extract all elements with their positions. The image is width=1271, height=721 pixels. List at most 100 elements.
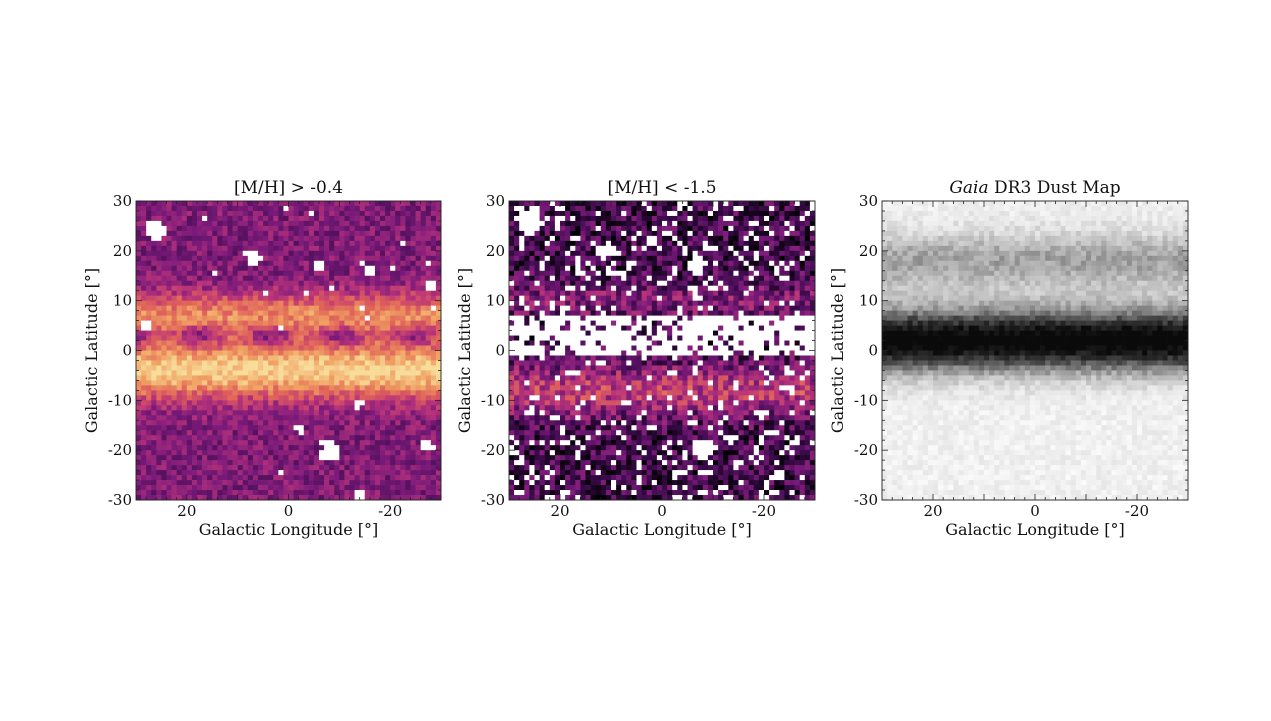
heatmap-cell	[385, 201, 390, 206]
heatmap-cell	[723, 216, 728, 221]
heatmap-cell	[790, 246, 795, 251]
heatmap-cell	[202, 450, 207, 455]
heatmap-cell	[385, 470, 390, 475]
heatmap-cell	[172, 241, 177, 246]
heatmap-cell	[319, 256, 324, 261]
heatmap-cell	[222, 316, 227, 321]
heatmap-cell	[380, 251, 385, 256]
heatmap-cell	[146, 395, 151, 400]
heatmap-cell	[283, 331, 288, 336]
heatmap-cell	[319, 311, 324, 316]
heatmap-cell	[631, 271, 636, 276]
heatmap-cell	[222, 360, 227, 365]
heatmap-cell	[167, 420, 172, 425]
heatmap-cell	[263, 485, 268, 490]
heatmap-cell	[370, 236, 375, 241]
heatmap-cell	[314, 470, 319, 475]
heatmap-cell	[238, 291, 243, 296]
heatmap-cell	[136, 301, 141, 306]
heatmap-cell	[263, 390, 268, 395]
heatmap-cell	[238, 430, 243, 435]
heatmap-cell	[329, 351, 334, 356]
heatmap-cell	[212, 370, 217, 375]
heatmap-cell	[197, 236, 202, 241]
heatmap-cell	[355, 301, 360, 306]
heatmap-cell	[436, 351, 441, 356]
heatmap-cell	[431, 460, 436, 465]
heatmap-cell	[426, 410, 431, 415]
heatmap-cell	[344, 390, 349, 395]
heatmap-cell	[642, 261, 647, 266]
heatmap-cell	[161, 390, 166, 395]
heatmap-cell	[197, 435, 202, 440]
heatmap-cell	[289, 266, 294, 271]
heatmap-cell	[416, 430, 421, 435]
heatmap-cell	[739, 281, 744, 286]
heatmap-cell	[416, 256, 421, 261]
heatmap-cell	[621, 206, 626, 211]
heatmap-cell	[405, 216, 410, 221]
heatmap-cell	[309, 490, 314, 495]
heatmap-cell	[703, 256, 708, 261]
heatmap-cell	[565, 261, 570, 266]
heatmap-cell	[784, 251, 789, 256]
heatmap-cell	[258, 276, 263, 281]
heatmap-cell	[529, 281, 534, 286]
heatmap-cell	[334, 251, 339, 256]
heatmap-cell	[416, 301, 421, 306]
heatmap-cell	[555, 206, 560, 211]
heatmap-cell	[156, 390, 161, 395]
heatmap-cell	[380, 206, 385, 211]
heatmap-cell	[334, 261, 339, 266]
heatmap-cell	[233, 241, 238, 246]
heatmap-cell	[601, 231, 606, 236]
heatmap-cell	[324, 211, 329, 216]
heatmap-cell	[529, 271, 534, 276]
heatmap-cell	[662, 226, 667, 231]
heatmap-cell	[222, 450, 227, 455]
heatmap-cell	[784, 271, 789, 276]
heatmap-cell	[550, 211, 555, 216]
heatmap-cell	[688, 296, 693, 301]
heatmap-cell	[350, 291, 355, 296]
heatmap-cell	[626, 226, 631, 231]
heatmap-cell	[360, 351, 365, 356]
heatmap-cell	[344, 375, 349, 380]
heatmap-cell	[314, 450, 319, 455]
heatmap-cell	[151, 301, 156, 306]
heatmap-cell	[233, 410, 238, 415]
heatmap-cell	[161, 331, 166, 336]
heatmap-cell	[334, 256, 339, 261]
heatmap-cell	[426, 385, 431, 390]
heatmap-cell	[253, 450, 258, 455]
heatmap-cell	[370, 405, 375, 410]
heatmap-cell	[339, 390, 344, 395]
heatmap-cell	[370, 380, 375, 385]
heatmap-cell	[273, 355, 278, 360]
heatmap-cell	[187, 430, 192, 435]
heatmap-cell	[172, 306, 177, 311]
heatmap-cell	[693, 266, 698, 271]
heatmap-cell	[540, 236, 545, 241]
heatmap-cell	[621, 271, 626, 276]
heatmap-cell	[192, 201, 197, 206]
heatmap-cell	[289, 455, 294, 460]
heatmap-cell	[192, 395, 197, 400]
heatmap-cell	[524, 211, 529, 216]
heatmap-cell	[529, 251, 534, 256]
heatmap-cell	[243, 256, 248, 261]
heatmap-cell	[233, 256, 238, 261]
heatmap-cell	[258, 445, 263, 450]
heatmap-cell	[324, 440, 329, 445]
heatmap-cell	[723, 251, 728, 256]
heatmap-cell	[243, 435, 248, 440]
heatmap-cell	[395, 465, 400, 470]
heatmap-cell	[723, 281, 728, 286]
heatmap-cell	[217, 455, 222, 460]
heatmap-cell	[591, 251, 596, 256]
heatmap-cell	[642, 256, 647, 261]
heatmap-cell	[273, 341, 278, 346]
heatmap-cell	[238, 286, 243, 291]
heatmap-cell	[596, 236, 601, 241]
heatmap-cell	[339, 226, 344, 231]
